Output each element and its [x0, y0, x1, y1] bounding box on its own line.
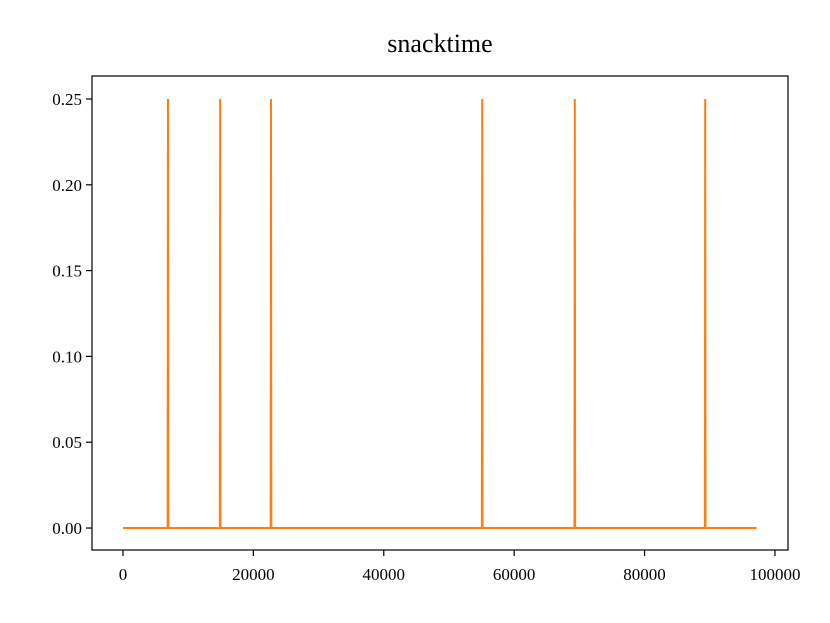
x-tick-label: 0	[119, 565, 128, 584]
chart-title: snacktime	[387, 29, 492, 58]
y-tick-label: 0.10	[52, 347, 82, 366]
y-tick-label: 0.05	[52, 433, 82, 452]
y-tick-label: 0.15	[52, 262, 82, 281]
x-tick-label: 80000	[623, 565, 666, 584]
y-tick-label: 0.25	[52, 90, 82, 109]
x-tick-label: 100000	[749, 565, 800, 584]
y-tick-label: 0.00	[52, 519, 82, 538]
data-line	[122, 98, 757, 530]
plot-frame	[91, 75, 789, 551]
x-tick-label: 60000	[493, 565, 536, 584]
x-tick-label: 20000	[232, 565, 275, 584]
x-tick-label: 40000	[363, 565, 406, 584]
y-tick-label: 0.20	[52, 176, 82, 195]
